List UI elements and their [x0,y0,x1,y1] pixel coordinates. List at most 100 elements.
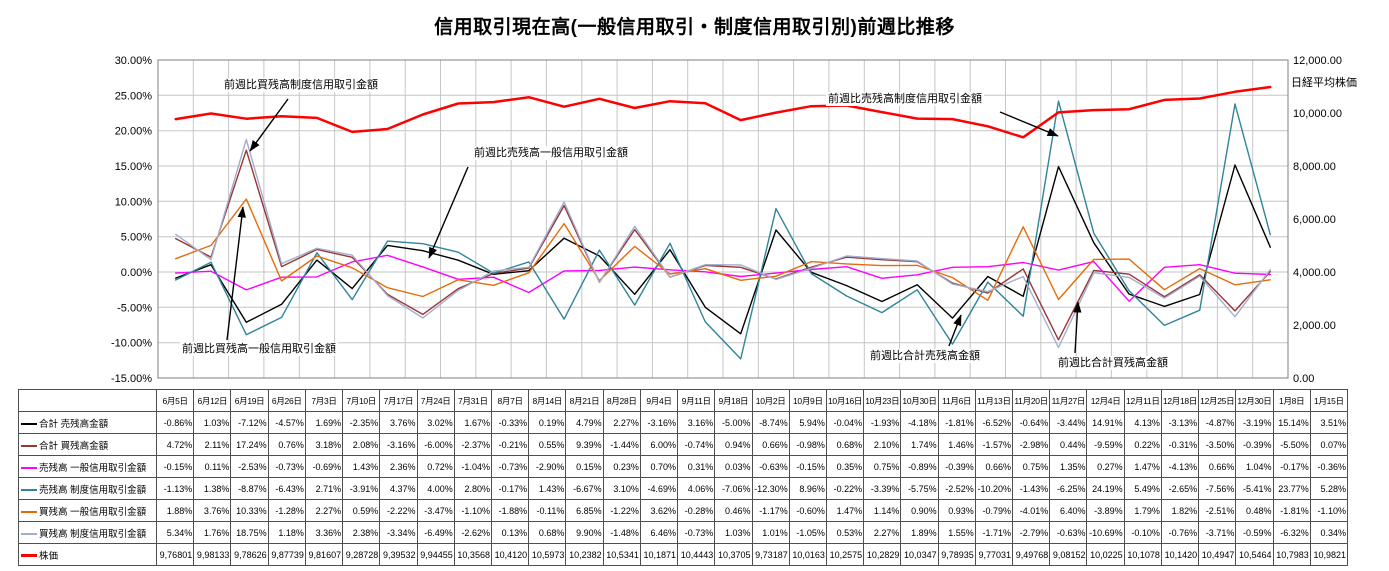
table-cell: 0.75% [1012,455,1051,478]
table-cell: -0.63% [751,455,790,478]
table-cell: 0.46% [714,499,753,522]
annotation-arrow [948,314,962,347]
table-cell: 5.49% [1123,477,1162,500]
y-left-tick-label: 0.00% [121,267,152,279]
table-cell: -0.10% [1123,521,1162,544]
y-left-tick-label: -15.00% [111,373,152,385]
table-cell: -0.39% [1235,433,1274,456]
table-cell: -5.41% [1235,477,1274,500]
legend-line-sample-icon [21,532,37,535]
table-cell: 2.27% [863,521,902,544]
table-cell: -2.35% [342,411,381,434]
table-cell: -2.37% [453,433,492,456]
table-cell: 0.31% [677,455,716,478]
table-cell: -12.30% [751,477,790,500]
table-cell: -3.50% [1198,433,1237,456]
table-cell: 8.96% [788,477,827,500]
date-header: 6月26日 [267,389,306,412]
table-cell: 0.70% [639,455,679,478]
y-right-tick-label: 8,000.00 [1293,161,1336,173]
table-cell: 0.23% [602,455,641,478]
table-cell: 2.36% [379,455,418,478]
table-cell: 1.74% [900,433,939,456]
table-cell: -2.53% [230,455,269,478]
table-cell: 1.69% [304,411,344,434]
table-cell: -3.89% [1086,499,1125,522]
table-row: 売残高 制度信用取引金額 -1.13% 1.38% -8.87% -6.43% 2.71%… [18,477,1349,500]
table-cell: -1.05% [788,521,827,544]
table-cell: 9,98133 [193,543,232,566]
table-cell: 9,81607 [304,543,344,566]
table-cell: 6.46% [639,521,679,544]
y-left-tick-label: 25.00% [115,90,153,102]
legend-line-sample-icon [21,466,37,469]
table-cell: 4.00% [416,477,455,500]
date-header: 12月4日 [1086,389,1125,412]
table-cell: 0.72% [416,455,455,478]
table-cell: -1.81% [1272,499,1311,522]
table-cell: 23.77% [1272,477,1311,500]
table-cell: -0.28% [677,499,716,522]
table-row: 合計 売残高金額 -0.86% 1.03% -7.12% -4.57% 1.69% -2.3… [18,411,1349,434]
date-header: 12月11日 [1123,389,1162,412]
table-cell: -6.67% [565,477,604,500]
table-cell: -0.39% [937,455,976,478]
table-cell: 0.13% [490,521,530,544]
table-cell: 1.89% [900,521,939,544]
table-cell: 1.43% [528,477,567,500]
series-legend-label: 買残高 一般信用取引金額 [18,499,157,522]
table-cell: 0.66% [751,433,790,456]
table-cell: 10,2575 [825,543,865,566]
table-cell: -1.28% [267,499,306,522]
series-name: 売残高 一般信用取引金額 [39,462,147,474]
table-cell: -0.11% [528,499,567,522]
series-name: 売残高 制度信用取引金額 [39,484,147,496]
table-cell: 1.47% [1123,455,1162,478]
date-header: 10月16日 [825,389,865,412]
table-cell: -2.62% [453,521,492,544]
table-cell: 2.27% [304,499,344,522]
table-cell: 10,7983 [1272,543,1311,566]
table-cell: -7.12% [230,411,269,434]
table-cell: -0.60% [788,499,827,522]
table-cell: 10,0347 [900,543,939,566]
series-line-4 [174,100,1272,360]
table-cell: -0.64% [1012,411,1051,434]
table-cell: 2.71% [304,477,344,500]
table-cell: 1.03% [193,411,232,434]
annotation-arrow [428,166,469,259]
table-row: 買残高 制度信用取引金額 5.34% 1.76% 18.75% 1.18% 3.36% 2.… [18,521,1349,544]
table-cell: -4.13% [1160,455,1200,478]
series-legend-label: 合計 売残高金額 [18,411,157,434]
date-header: 12月30日 [1235,389,1274,412]
table-cell: -0.17% [1272,455,1311,478]
date-header: 8月21日 [565,389,604,412]
table-cell: -3.91% [342,477,381,500]
table-cell: -1.44% [602,433,641,456]
table-cell: 3.62% [639,499,679,522]
table-cell: 6.40% [1049,499,1088,522]
table-cell: 3.18% [304,433,344,456]
table-cell: -0.59% [1235,521,1274,544]
table-cell: -0.89% [900,455,939,478]
table-cell: 6.85% [565,499,604,522]
table-cell: -0.86% [155,411,195,434]
table-cell: 9,78626 [230,543,269,566]
table-cell: 0.93% [937,499,976,522]
table-cell: -4.57% [267,411,306,434]
table-cell: 5.28% [1309,477,1349,500]
table-cell: 0.66% [974,455,1014,478]
table-row: 株価 9,76801 9,98133 9,78626 9,87739 9,81607 9,2… [18,543,1349,566]
table-cell: -7.56% [1198,477,1237,500]
table-cell: 1.43% [342,455,381,478]
table-cell: 0.34% [1309,521,1349,544]
table-cell: 10,5464 [1235,543,1274,566]
y-right-tick-label: 12,000.00 [1293,55,1342,67]
table-cell: 9.39% [565,433,604,456]
table-cell: -1.22% [602,499,641,522]
table-cell: -0.31% [1160,433,1200,456]
plot-border [157,59,1289,379]
table-cell: 9,76801 [155,543,195,566]
date-header: 7月31日 [453,389,492,412]
y-left-tick-label: -5.00% [117,302,152,314]
